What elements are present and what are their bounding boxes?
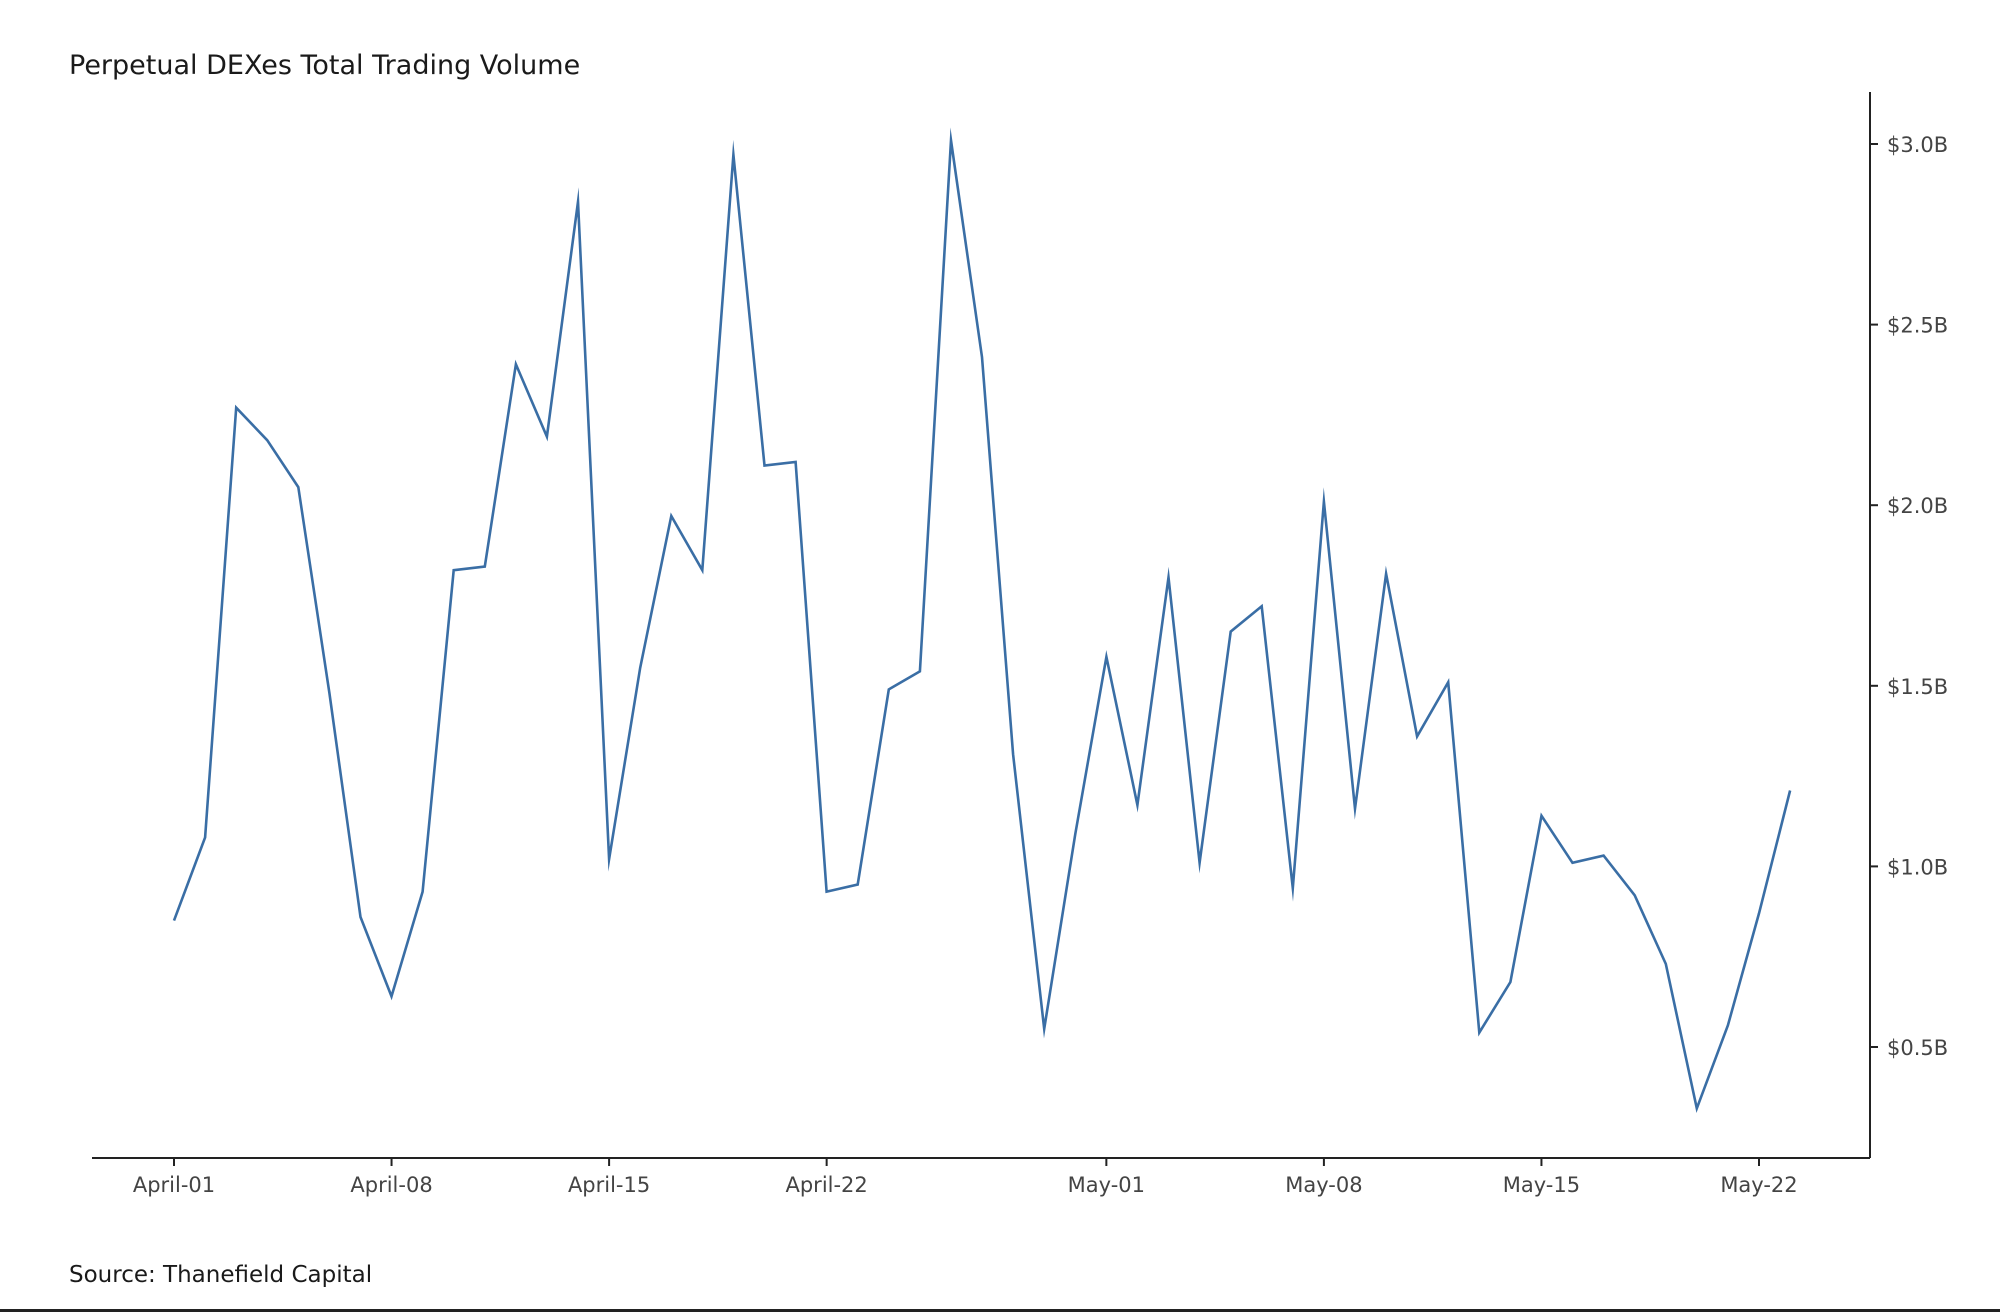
data-point (1601, 853, 1607, 859)
chart-source: Source: Thanefield Capital (69, 1262, 373, 1288)
data-point (1103, 654, 1109, 660)
data-point (1072, 831, 1078, 837)
data-point (762, 463, 768, 469)
data-point (699, 567, 705, 573)
data-point (171, 918, 177, 924)
data-point (793, 459, 799, 465)
data-point (1476, 1030, 1482, 1036)
data-point (1352, 806, 1358, 812)
data-point (979, 354, 985, 360)
data-point (730, 152, 736, 158)
x-tick-label: May-15 (1503, 1173, 1580, 1197)
data-point (1228, 629, 1234, 635)
chart-title: Perpetual DEXes Total Trading Volume (69, 50, 581, 81)
data-point (1290, 885, 1296, 891)
data-point (1507, 979, 1513, 985)
x-axis: April-01 April-08 April-15 April-22 May-01 Ma… (92, 1157, 1870, 1197)
data-point (917, 668, 923, 674)
x-tick-label: April-01 (133, 1173, 215, 1197)
data-point (1787, 788, 1793, 794)
y-tick-label: $2.0B (1887, 494, 1948, 518)
data-point (389, 993, 395, 999)
x-tick-label: May-08 (1285, 1173, 1362, 1197)
data-point (855, 882, 861, 888)
data-point (264, 437, 270, 443)
data-point (482, 564, 488, 570)
data-point (420, 889, 426, 895)
y-tick-label: $1.0B (1887, 855, 1948, 879)
data-point (1321, 499, 1327, 505)
data-point (1383, 571, 1389, 577)
data-point (1756, 910, 1762, 916)
data-point (544, 434, 550, 440)
bottom-rule (0, 1309, 2000, 1312)
x-tick-label: April-22 (785, 1173, 867, 1197)
data-point (1010, 751, 1016, 757)
data-point (1694, 1105, 1700, 1111)
data-point (824, 889, 830, 895)
data-point (295, 484, 301, 490)
y-tick-label: $1.5B (1887, 675, 1948, 699)
x-tick-label: May-22 (1720, 1173, 1797, 1197)
data-point (1134, 802, 1140, 808)
data-point (606, 856, 612, 862)
y-tick-label: $2.5B (1887, 314, 1948, 338)
data-point (1725, 1022, 1731, 1028)
data-point (1259, 603, 1265, 609)
data-point (1414, 733, 1420, 739)
data-point (202, 835, 208, 841)
data-point (326, 690, 332, 696)
data-point (451, 567, 457, 573)
data-point (513, 361, 519, 367)
data-point (1197, 860, 1203, 866)
x-tick-label: April-15 (568, 1173, 650, 1197)
data-point (1663, 961, 1669, 967)
y-tick-label: $3.0B (1887, 133, 1948, 157)
data-point (886, 686, 892, 692)
data-point (948, 137, 954, 143)
data-point (637, 665, 643, 671)
data-point (233, 405, 239, 411)
x-tick-label: May-01 (1068, 1173, 1145, 1197)
data-point (1539, 813, 1545, 819)
data-point (1570, 860, 1576, 866)
data-point (358, 914, 364, 920)
data-point (668, 513, 674, 519)
series-line (172, 127, 1792, 1114)
data-point (1445, 679, 1451, 685)
x-tick-label: April-08 (350, 1173, 432, 1197)
data-point (1041, 1026, 1047, 1032)
y-tick-label: $0.5B (1887, 1036, 1948, 1060)
y-axis: $0.5B $1.0B $1.5B $2.0B $2.5B $3.0B (1869, 92, 1948, 1158)
data-point (1166, 574, 1172, 580)
data-point (575, 199, 581, 205)
series-layer (171, 127, 1793, 1114)
data-point (1632, 892, 1638, 898)
